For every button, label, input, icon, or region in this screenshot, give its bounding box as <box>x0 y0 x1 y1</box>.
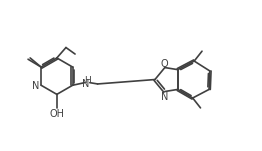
Text: O: O <box>161 59 168 69</box>
Text: N: N <box>82 79 89 89</box>
Text: OH: OH <box>49 109 64 119</box>
Text: N: N <box>32 81 39 91</box>
Text: H: H <box>84 76 91 85</box>
Text: N: N <box>161 92 168 102</box>
